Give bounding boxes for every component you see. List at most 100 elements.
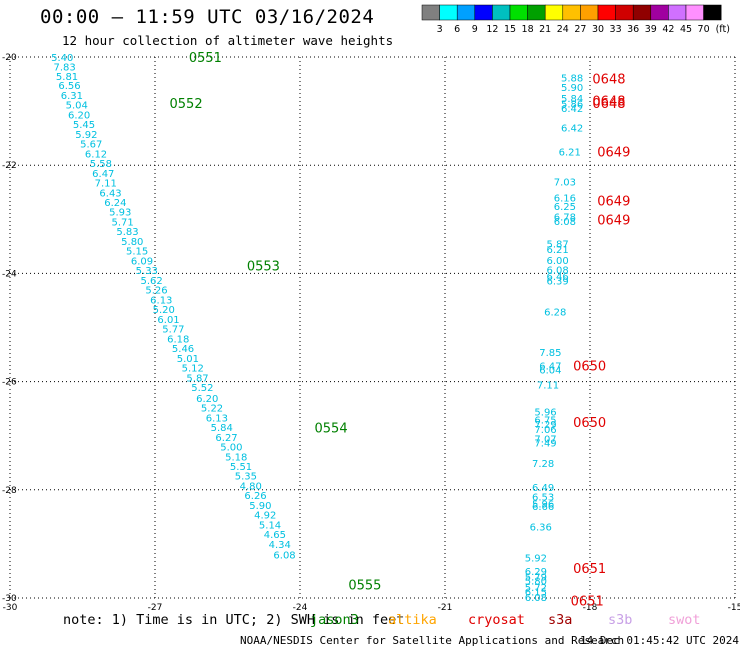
pass-label: 0649: [597, 194, 630, 209]
credit-line: NOAA/NESDIS Center for Satellite Applica…: [240, 634, 625, 647]
wave-height-value: 5.80: [121, 237, 143, 248]
wave-height-value: 6.78: [554, 213, 576, 224]
wave-height-value: 4.80: [240, 481, 262, 492]
wave-height-value: 6.53: [532, 492, 554, 503]
wave-height-value: 6.28: [544, 307, 566, 318]
wave-height-value: 5.33: [136, 266, 158, 277]
x-tick-label: -21: [438, 603, 453, 613]
wave-height-value: 7.06: [534, 425, 556, 436]
generated-timestamp: 14 Dec 01:45:42 UTC 2024: [580, 634, 739, 647]
x-tick-label: -18: [583, 603, 598, 613]
wave-height-value: 5.86: [561, 100, 583, 111]
pass-label: 0648: [592, 73, 625, 88]
legend-label: 27: [574, 24, 586, 35]
wave-height-value: 6.66: [532, 502, 554, 513]
pass-label: 0551: [189, 51, 222, 66]
wave-height-value: 6.43: [99, 188, 121, 199]
legend-label: 24: [557, 24, 569, 35]
pass-label: 0648: [592, 97, 625, 112]
wave-height-value: 5.84: [561, 94, 583, 105]
wave-height-value: 6.13: [150, 295, 172, 306]
wave-height-value: 5.90: [561, 83, 583, 94]
wave-height-value: 6.47: [92, 169, 114, 180]
wave-height-value: 6.31: [61, 91, 83, 102]
wave-height-value: 6.20: [196, 394, 218, 405]
x-tick-label: -15: [728, 603, 740, 613]
wave-height-value: 5.40: [51, 53, 73, 64]
wave-height-value: 6.18: [167, 334, 189, 345]
chart-subtitle: 12 hour collection of altimeter wave hei…: [62, 33, 394, 48]
wave-height-value: 6.56: [58, 81, 80, 92]
pass-label: 0650: [573, 416, 606, 431]
pass-label: 0555: [348, 578, 381, 593]
wave-height-value: 5.88: [561, 74, 583, 85]
wave-height-value: 6.01: [157, 315, 179, 326]
wave-height-value: 6.29: [525, 567, 547, 578]
wave-height-value: 5.92: [525, 553, 547, 564]
wave-height-value: 5.20: [153, 305, 175, 316]
wave-height-value: 7.49: [534, 439, 556, 450]
wave-height-value: 5.84: [211, 423, 233, 434]
x-tick-label: -30: [3, 603, 18, 613]
wave-height-value: 7.07: [534, 434, 556, 445]
legend-label: 33: [610, 24, 622, 35]
x-tick-label: -24: [293, 603, 308, 613]
wave-height-value: 5.80: [525, 577, 547, 588]
wave-height-value: 6.24: [104, 198, 126, 209]
pass-label: 0651: [573, 562, 606, 577]
wave-height-value: 5.96: [534, 407, 556, 418]
legend-unit: (ft): [716, 24, 730, 35]
wave-height-value: 5.35: [235, 472, 257, 483]
wave-height-value: 5.72: [525, 583, 547, 594]
chart-title: 00:00 — 11:59 UTC 03/16/2024: [40, 6, 375, 28]
legend-label: 9: [472, 24, 478, 35]
wave-height-value: 4.34: [269, 540, 291, 551]
wave-height-value: 5.93: [109, 208, 131, 219]
wave-height-value: 5.14: [259, 520, 281, 531]
wave-height-value: 6.08: [525, 593, 547, 604]
legend-swatch: [703, 4, 722, 21]
wave-height-value: 5.92: [75, 130, 97, 141]
wave-height-value: 5.83: [116, 227, 138, 238]
wave-height-value: 5.87: [186, 373, 208, 384]
wave-height-value: 7.29: [534, 420, 556, 431]
wave-height-value: 5.18: [225, 452, 247, 463]
wave-height-value: 6.00: [547, 256, 569, 267]
wave-height-value: 6.42: [561, 104, 583, 115]
legend-label: 70: [698, 24, 710, 35]
wave-height-value: 6.75: [534, 415, 556, 426]
wave-height-value: 5.51: [230, 462, 252, 473]
pass-label: 0649: [597, 146, 630, 161]
wave-height-value: 5.71: [112, 217, 134, 228]
wave-height-value: 6.20: [68, 110, 90, 121]
satellite-s3b: s3b: [608, 612, 633, 628]
satellite-jason3: jason3: [310, 612, 359, 628]
wave-height-value: 5.96: [532, 499, 554, 510]
wave-height-value: 5.90: [249, 501, 271, 512]
wave-height-value: 6.46: [547, 272, 569, 283]
legend-label: 30: [592, 24, 604, 35]
pass-label: 0552: [170, 97, 203, 112]
legend-label: 12: [486, 24, 498, 35]
y-tick-label: -22: [2, 161, 17, 171]
wave-height-value: 6.12: [85, 149, 107, 160]
wave-height-value: 6.27: [215, 433, 237, 444]
satellite-altika: altika: [388, 612, 437, 628]
wave-height-value: 4.92: [254, 511, 276, 522]
legend-label: 18: [522, 24, 534, 35]
color-legend: 3 6 9 12 15 18 21 24 27 30 33 36 39 42 45 70 (ft): [421, 4, 730, 35]
legend-label: 21: [539, 24, 551, 35]
pass-label: 0649: [597, 213, 630, 228]
wave-height-value: 6.47: [539, 361, 561, 372]
pass-label: 0648: [592, 94, 625, 109]
wave-height-value: 5.26: [145, 286, 167, 297]
wave-height-value: 5.15: [126, 247, 148, 258]
wave-height-value: 5.62: [141, 276, 163, 287]
wave-height-value: 5.79: [525, 572, 547, 583]
legend-label: 42: [662, 24, 674, 35]
wave-height-value: 5.01: [177, 354, 199, 365]
wave-height-value: 6.15: [525, 588, 547, 599]
wave-height-value: 6.25: [554, 202, 576, 213]
wave-height-value: 6.08: [547, 266, 569, 277]
